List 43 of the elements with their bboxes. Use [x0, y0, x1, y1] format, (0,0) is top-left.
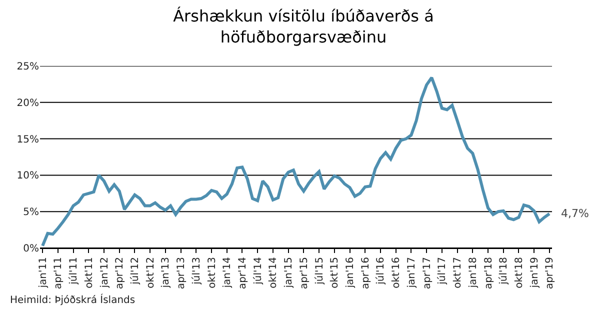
- x-tick-label: apr'13: [176, 257, 188, 290]
- x-tick-label: okt'13: [206, 257, 218, 288]
- x-tick-label: jan'15: [284, 257, 295, 289]
- y-tick-label: 20%: [16, 98, 39, 109]
- x-tick-label: jan'17: [406, 257, 418, 289]
- x-tick-label: okt'12: [145, 257, 156, 288]
- x-tick-label: apr'12: [114, 257, 126, 290]
- x-tick-label: apr'11: [53, 257, 64, 290]
- x-tick-label: jan'13: [160, 257, 172, 289]
- x-tick-label: jan'19: [529, 257, 540, 289]
- x-tick-label: okt'15: [330, 257, 341, 288]
- y-tick-label: 15%: [16, 134, 39, 146]
- x-tick-label: júl'12: [130, 257, 141, 286]
- x-tick-label: júl'18: [498, 257, 510, 286]
- x-tick-label: júl'11: [68, 257, 80, 286]
- x-tick-label: júl'16: [376, 257, 387, 286]
- text: Heimild: Þjóðskrá Íslands: [10, 293, 136, 306]
- y-tick-label: 5%: [23, 207, 39, 218]
- x-tick-label: jan'14: [222, 257, 234, 289]
- x-tick-label: jan'18: [468, 257, 479, 289]
- x-tick-label: apr'17: [422, 257, 433, 290]
- annotation: 4,7%: [561, 207, 589, 220]
- x-tick-label: okt'14: [268, 257, 280, 288]
- x-tick-label: apr'16: [360, 257, 372, 290]
- x-tick-label: jan'16: [345, 257, 356, 289]
- x-tick-label: júl'14: [252, 257, 264, 286]
- x-tick-label: apr'15: [298, 257, 310, 290]
- chart-title: Árshækkun vísitölu íbúðaverðs á höfuðborgarsvæðinu: [173, 6, 434, 46]
- x-tick-label: okt'11: [84, 257, 95, 288]
- x-tick-label: apr'18: [483, 257, 494, 290]
- x-tick-label: okt'18: [514, 257, 525, 288]
- x-tick-label: júl'17: [437, 257, 448, 286]
- x-tick-label: okt'16: [391, 257, 402, 288]
- x-tick-label: apr'19: [544, 257, 556, 290]
- x-tick-label: júl'13: [191, 257, 202, 286]
- x-tick-label: jan'12: [99, 257, 110, 289]
- y-tick-label: 0%: [23, 244, 39, 254]
- x-tick-label: okt'17: [452, 257, 464, 288]
- x-tick-label: júl'15: [314, 257, 326, 286]
- y-tick-label: 10%: [16, 170, 39, 182]
- x-tick-label: jan'11: [38, 257, 49, 289]
- y-tick-label: 25%: [16, 62, 39, 72]
- x-tick-label: apr'14: [237, 257, 248, 290]
